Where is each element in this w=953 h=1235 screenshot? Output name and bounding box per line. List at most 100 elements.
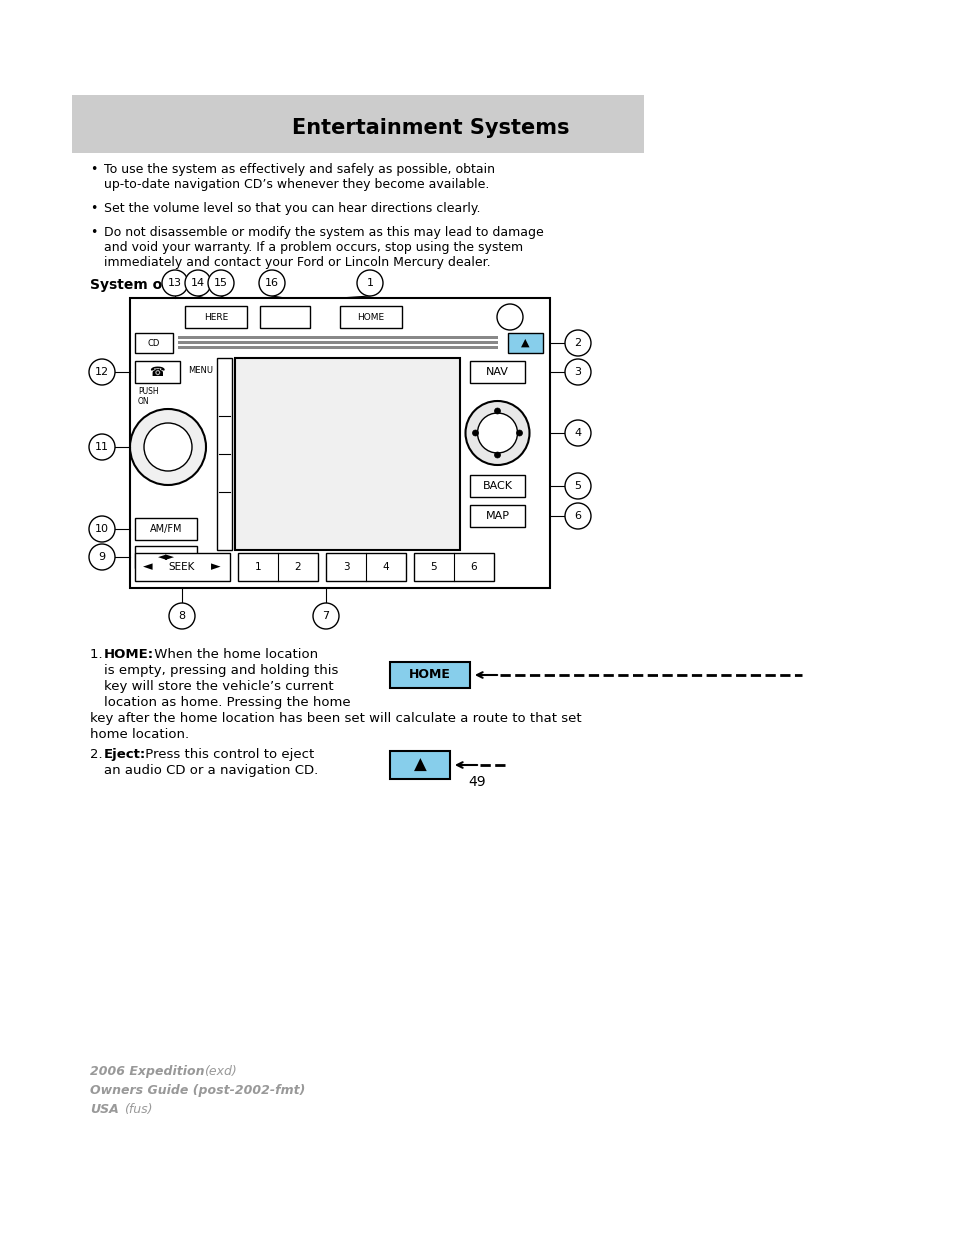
Text: Press this control to eject: Press this control to eject xyxy=(141,748,314,761)
Circle shape xyxy=(208,270,233,296)
Text: •: • xyxy=(90,226,97,240)
Circle shape xyxy=(89,359,115,385)
Text: 4: 4 xyxy=(574,429,581,438)
Text: AM/FM: AM/FM xyxy=(150,524,182,534)
Circle shape xyxy=(144,424,192,471)
Text: key will store the vehicle’s current: key will store the vehicle’s current xyxy=(104,680,334,693)
Text: ◄: ◄ xyxy=(143,561,152,573)
Text: MENU: MENU xyxy=(188,366,213,375)
Text: SEEK: SEEK xyxy=(169,562,195,572)
Text: 6: 6 xyxy=(470,562,476,572)
Text: When the home location: When the home location xyxy=(150,648,317,661)
Bar xyxy=(260,306,310,329)
Text: Set the volume level so that you can hear directions clearly.: Set the volume level so that you can hea… xyxy=(104,203,480,215)
Text: HOME: HOME xyxy=(357,312,384,321)
Circle shape xyxy=(564,359,590,385)
Circle shape xyxy=(313,603,338,629)
Circle shape xyxy=(494,408,500,414)
Text: To use the system as effectively and safely as possible, obtain: To use the system as effectively and saf… xyxy=(104,163,495,177)
Bar xyxy=(237,553,317,580)
Circle shape xyxy=(494,452,500,458)
Text: NAV: NAV xyxy=(485,367,508,377)
Text: PUSH: PUSH xyxy=(138,387,158,396)
Text: 7: 7 xyxy=(322,611,329,621)
Bar xyxy=(470,475,524,496)
Circle shape xyxy=(89,543,115,571)
Circle shape xyxy=(564,503,590,529)
Text: 10: 10 xyxy=(95,524,109,534)
Bar xyxy=(414,553,494,580)
Text: 12: 12 xyxy=(95,367,109,377)
Text: 2: 2 xyxy=(574,338,581,348)
Text: 2006 Expedition: 2006 Expedition xyxy=(90,1065,204,1078)
Text: •: • xyxy=(90,203,97,215)
Text: Do not disassemble or modify the system as this may lead to damage: Do not disassemble or modify the system … xyxy=(104,226,543,240)
Circle shape xyxy=(258,270,285,296)
Bar xyxy=(178,346,497,350)
Text: location as home. Pressing the home: location as home. Pressing the home xyxy=(104,697,351,709)
Circle shape xyxy=(472,430,478,436)
Bar xyxy=(507,333,542,353)
Circle shape xyxy=(130,409,206,485)
Text: BACK: BACK xyxy=(482,480,512,492)
Text: 6: 6 xyxy=(574,511,581,521)
Text: 4: 4 xyxy=(382,562,389,572)
Text: up-to-date navigation CD’s whenever they become available.: up-to-date navigation CD’s whenever they… xyxy=(104,178,489,191)
Text: 11: 11 xyxy=(95,442,109,452)
Text: home location.: home location. xyxy=(90,727,189,741)
Text: key after the home location has been set will calculate a route to that set: key after the home location has been set… xyxy=(90,713,581,725)
Circle shape xyxy=(516,430,522,436)
Circle shape xyxy=(564,330,590,356)
Text: HOME: HOME xyxy=(409,668,451,682)
Text: 1: 1 xyxy=(254,562,261,572)
Text: (exd): (exd) xyxy=(204,1065,236,1078)
Circle shape xyxy=(185,270,211,296)
Bar xyxy=(135,517,196,540)
Text: 9: 9 xyxy=(98,552,106,562)
Text: 2.: 2. xyxy=(90,748,107,761)
Text: an audio CD or a navigation CD.: an audio CD or a navigation CD. xyxy=(104,764,318,777)
Text: MAP: MAP xyxy=(485,511,509,521)
Text: ►: ► xyxy=(212,561,221,573)
Text: 5: 5 xyxy=(574,480,581,492)
Bar xyxy=(71,95,643,153)
Bar xyxy=(390,662,470,688)
Text: 3: 3 xyxy=(574,367,581,377)
Bar xyxy=(135,546,196,568)
Text: Eject:: Eject: xyxy=(104,748,146,761)
Text: Owners Guide (post-2002-fmt): Owners Guide (post-2002-fmt) xyxy=(90,1084,305,1097)
Bar xyxy=(470,505,524,527)
Circle shape xyxy=(356,270,382,296)
Text: 1.: 1. xyxy=(90,648,107,661)
Text: USA: USA xyxy=(90,1103,118,1116)
Bar xyxy=(130,298,550,588)
Text: 1: 1 xyxy=(366,278,374,288)
Text: 3: 3 xyxy=(342,562,349,572)
Text: 8: 8 xyxy=(178,611,186,621)
Text: 5: 5 xyxy=(430,562,436,572)
Bar xyxy=(178,336,497,338)
Bar xyxy=(135,553,230,580)
Circle shape xyxy=(162,270,188,296)
Text: •: • xyxy=(90,163,97,177)
Text: System overview: System overview xyxy=(90,278,223,291)
Circle shape xyxy=(169,603,194,629)
Circle shape xyxy=(564,420,590,446)
Circle shape xyxy=(89,516,115,542)
Text: ▲: ▲ xyxy=(520,338,529,348)
Text: ☎: ☎ xyxy=(149,366,165,378)
Text: ON: ON xyxy=(138,396,150,406)
Text: 15: 15 xyxy=(213,278,228,288)
Text: ▲: ▲ xyxy=(414,756,426,774)
Bar xyxy=(135,361,180,383)
Bar xyxy=(326,553,406,580)
Circle shape xyxy=(564,473,590,499)
Bar xyxy=(185,306,247,329)
Bar xyxy=(216,358,232,550)
Bar xyxy=(390,751,450,779)
Text: (fus): (fus) xyxy=(124,1103,152,1116)
Circle shape xyxy=(465,401,529,466)
Text: ◄►: ◄► xyxy=(157,552,174,562)
Text: Entertainment Systems: Entertainment Systems xyxy=(293,119,569,138)
Bar xyxy=(470,361,524,383)
